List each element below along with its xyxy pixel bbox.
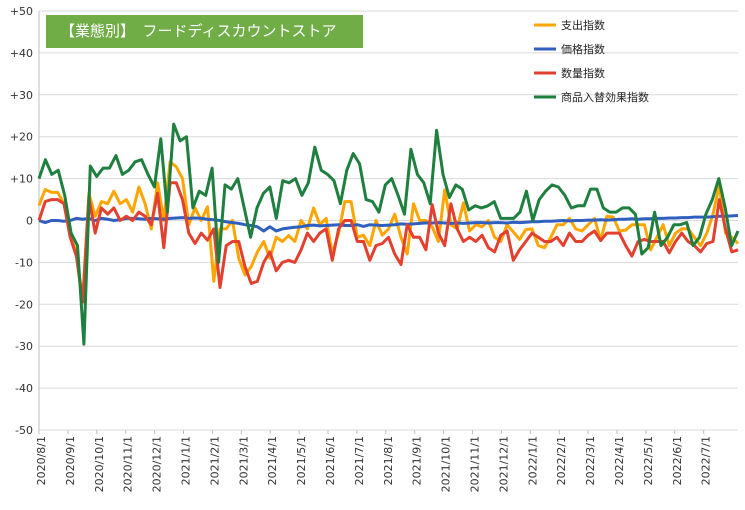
y-tick-label: -10	[15, 256, 33, 269]
series-line-1	[38, 214, 739, 233]
legend-label: 価格指数	[561, 42, 605, 56]
x-tick-label: 2022/5/1	[642, 436, 655, 485]
x-tick-label: 2022/1/1	[526, 436, 539, 485]
x-tick-label: 2022/3/1	[584, 436, 597, 485]
x-tick-label: 2021/4/1	[266, 436, 279, 485]
series-lines	[37, 122, 740, 346]
chart-title: 【業態別】 フードディスカウントストア	[46, 15, 363, 48]
y-tick-label: 0	[26, 215, 33, 228]
legend-label: 支出指数	[561, 18, 605, 32]
x-tick-label: 2021/10/1	[440, 436, 453, 492]
y-tick-label: +30	[10, 89, 33, 102]
x-tick-label: 2021/8/1	[382, 436, 395, 485]
y-axis: +50 +40 +30 +20 +10 0 -10 -20 -30 -40 -50	[10, 5, 40, 437]
x-tick-label: 2021/9/1	[411, 436, 424, 485]
x-tick-label: 2020/10/1	[93, 436, 106, 492]
x-tick-label: 2020/12/1	[151, 436, 164, 492]
x-tick-label: 2021/7/1	[353, 436, 366, 485]
x-axis: 2020/8/1 2020/9/1 2020/10/1 2020/11/1 2020/1…	[35, 430, 713, 492]
legend-label: 商品入替効果指数	[561, 90, 649, 104]
x-tick-label: 2022/2/1	[555, 436, 568, 485]
y-tick-label: -30	[15, 340, 33, 353]
x-tick-label: 2022/4/1	[613, 436, 626, 485]
series-line-2	[37, 181, 739, 304]
x-tick-label: 2020/9/1	[64, 436, 77, 485]
x-tick-label: 2021/5/1	[295, 436, 308, 485]
y-tick-label: -40	[15, 382, 33, 395]
y-tick-label: +50	[10, 5, 33, 18]
x-tick-label: 2021/2/1	[208, 436, 221, 485]
y-tick-label: +10	[10, 173, 33, 186]
x-tick-label: 2021/11/1	[469, 436, 482, 492]
x-tick-label: 2022/6/1	[671, 436, 684, 485]
x-tick-label: 2020/8/1	[35, 436, 48, 485]
gridlines	[39, 10, 738, 431]
y-tick-label: +40	[10, 47, 33, 60]
x-tick-label: 2021/1/1	[180, 436, 193, 485]
x-tick-label: 2022/7/1	[700, 436, 713, 485]
x-tick-label: 2020/11/1	[122, 436, 135, 492]
x-tick-label: 2021/12/1	[497, 436, 510, 492]
y-tick-label: -20	[15, 298, 33, 311]
series-line-3	[37, 122, 740, 346]
x-tick-label: 2021/3/1	[237, 436, 250, 485]
legend-label: 数量指数	[561, 66, 605, 80]
y-tick-label: -50	[15, 424, 33, 437]
x-tick-label: 2021/6/1	[324, 436, 337, 485]
y-tick-label: +20	[10, 131, 33, 144]
